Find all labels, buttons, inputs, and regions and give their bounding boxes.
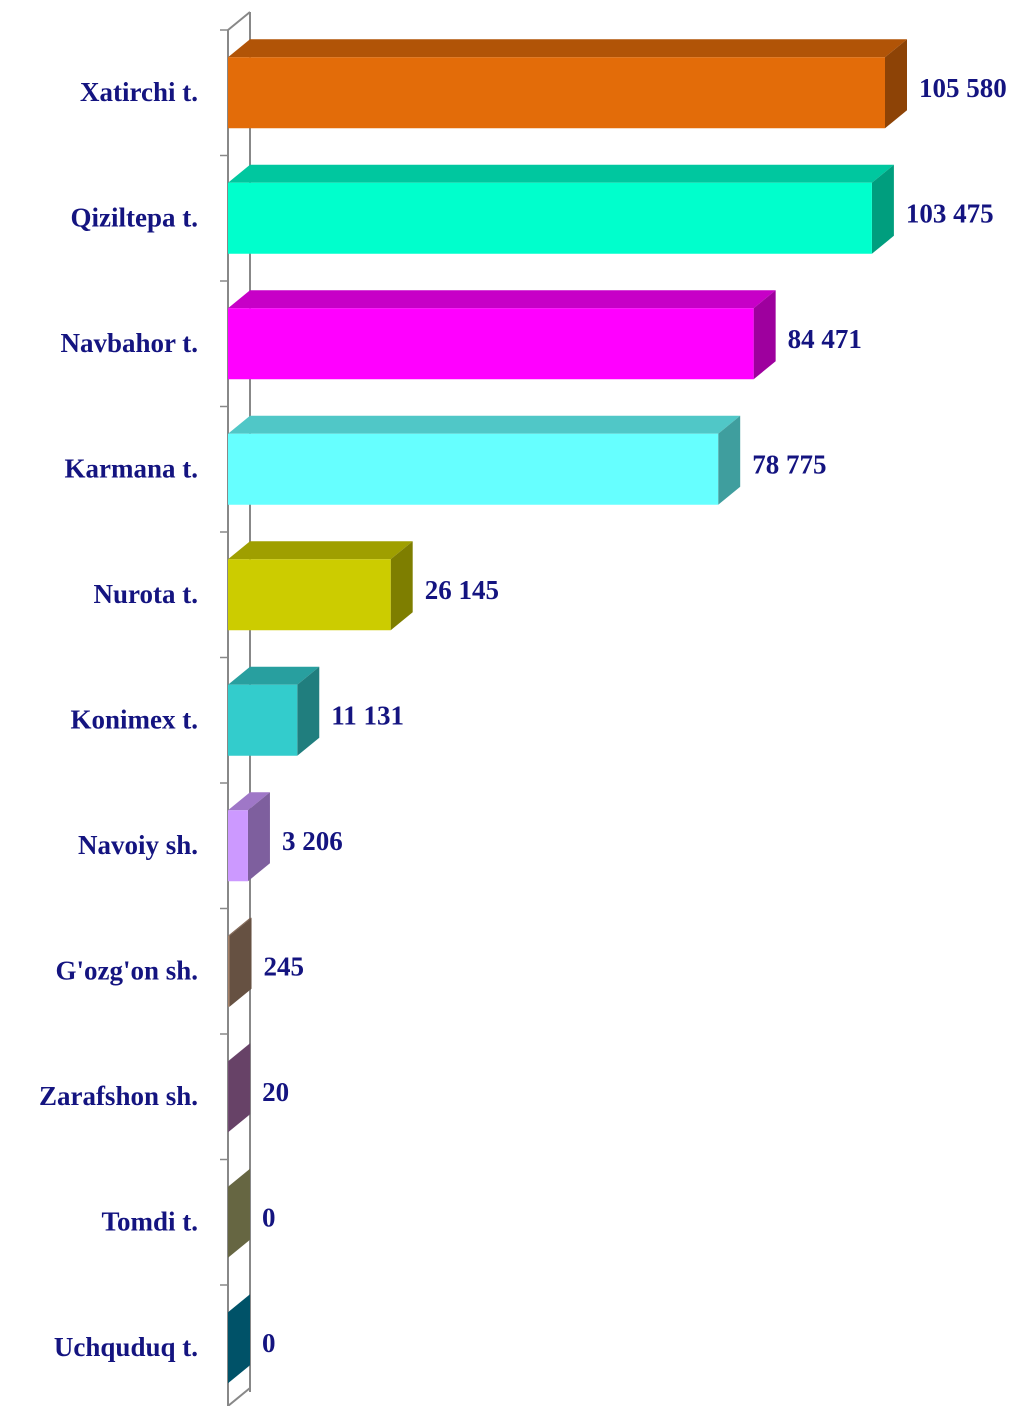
bar-side (297, 666, 320, 756)
bar-top (228, 164, 894, 183)
bar (228, 57, 885, 129)
bar (228, 684, 298, 756)
value-label: 84 471 (788, 324, 862, 354)
category-label: Karmana t. (65, 453, 198, 483)
value-label: 103 475 (906, 198, 994, 228)
bar-side (228, 1043, 251, 1133)
category-label: Xatirchi t. (80, 77, 198, 107)
bar-top (228, 917, 252, 936)
category-label: Zarafshon sh. (39, 1081, 198, 1111)
bar (228, 935, 230, 1007)
value-label: 26 145 (425, 575, 499, 605)
bar (228, 810, 248, 882)
value-label: 20 (262, 1077, 289, 1107)
bar-side (390, 541, 413, 631)
bar-side (228, 1168, 250, 1258)
bar (228, 182, 872, 254)
bar-side (885, 39, 907, 129)
bar-side (871, 164, 894, 254)
value-label: 11 131 (331, 700, 404, 730)
value-label: 78 775 (752, 449, 826, 479)
bar-top (228, 541, 413, 560)
bar-top (228, 415, 741, 434)
bar (228, 433, 719, 505)
category-label: Navoiy sh. (78, 830, 198, 860)
value-label: 105 580 (919, 73, 1007, 103)
bar-top (228, 792, 270, 811)
bar-side (247, 792, 270, 882)
category-label: Qiziltepa t. (71, 202, 198, 232)
bar-top (228, 290, 776, 309)
bar-side (718, 415, 741, 505)
value-label: 3 206 (282, 826, 343, 856)
bar-side (228, 1294, 250, 1384)
bar-top (228, 39, 907, 58)
bar-top (228, 666, 320, 685)
category-label: Nurota t. (94, 579, 199, 609)
value-label: 245 (264, 951, 305, 981)
bar-side (753, 290, 776, 380)
bar-side (229, 917, 252, 1007)
category-label: G'ozg'on sh. (55, 955, 198, 985)
value-label: 0 (262, 1328, 276, 1358)
category-label: Tomdi t. (101, 1206, 198, 1236)
bar (228, 559, 391, 631)
category-label: Navbahor t. (60, 328, 198, 358)
category-label: Uchquduq t. (54, 1332, 198, 1362)
category-label: Konimex t. (71, 704, 199, 734)
bar-top (228, 1043, 251, 1062)
value-label: 0 (262, 1202, 276, 1232)
bar (228, 308, 754, 380)
